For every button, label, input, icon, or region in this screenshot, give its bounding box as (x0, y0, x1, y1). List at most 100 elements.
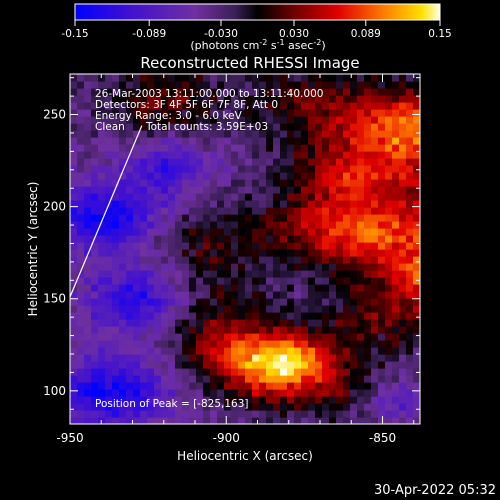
heatmap-cell (84, 354, 92, 362)
heatmap-cell (301, 242, 309, 250)
heatmap-cell (378, 74, 386, 82)
heatmap-cell (350, 95, 358, 103)
heatmap-cell (210, 291, 218, 299)
heatmap-cell (203, 263, 211, 271)
heatmap-cell (301, 235, 309, 243)
heatmap-cell (357, 200, 365, 208)
heatmap-cell (119, 158, 127, 166)
heatmap-cell (77, 242, 85, 250)
heatmap-cell (392, 144, 400, 152)
heatmap-cell (189, 403, 197, 411)
heatmap-cell (336, 151, 344, 159)
heatmap-cell (119, 382, 127, 390)
heatmap-cell (126, 256, 134, 264)
heatmap-cell (413, 396, 420, 404)
heatmap-cell (147, 347, 155, 355)
heatmap-cell (161, 312, 169, 320)
heatmap-cell (91, 417, 99, 424)
heatmap-cell (245, 228, 253, 236)
heatmap-cell (322, 200, 330, 208)
heatmap-cell (238, 158, 246, 166)
heatmap-cell (224, 172, 232, 180)
heatmap-cell (280, 417, 288, 424)
heatmap-cell (329, 144, 337, 152)
heatmap-cell (378, 102, 386, 110)
heatmap-cell (308, 165, 316, 173)
heatmap-cell (273, 403, 281, 411)
heatmap-cell (301, 130, 309, 138)
y-tick-label: 200 (43, 200, 66, 214)
heatmap-cell (210, 333, 218, 341)
heatmap-cell (168, 256, 176, 264)
heatmap-cell (322, 242, 330, 250)
heatmap-cell (105, 74, 113, 82)
heatmap-cell (77, 200, 85, 208)
heatmap-cell (238, 186, 246, 194)
heatmap-cell (315, 130, 323, 138)
heatmap-cell (294, 74, 302, 82)
heatmap-cell (217, 95, 225, 103)
heatmap-cell (371, 368, 379, 376)
heatmap-cell (280, 193, 288, 201)
heatmap-cell (259, 403, 267, 411)
heatmap-cell (329, 102, 337, 110)
heatmap-cell (266, 270, 274, 278)
heatmap-cell (112, 116, 120, 124)
heatmap-cell (301, 116, 309, 124)
heatmap-cell (133, 340, 141, 348)
heatmap-cell (231, 312, 239, 320)
heatmap-cell (196, 179, 204, 187)
heatmap-cell (259, 200, 267, 208)
heatmap-cell (140, 95, 148, 103)
heatmap-cell (189, 319, 197, 327)
heatmap-cell (161, 403, 169, 411)
heatmap-cell (343, 305, 351, 313)
heatmap-cell (308, 396, 316, 404)
heatmap-cell (343, 333, 351, 341)
heatmap-cell (364, 417, 372, 424)
heatmap-cell (357, 340, 365, 348)
heatmap-cell (238, 319, 246, 327)
heatmap-cell (77, 221, 85, 229)
heatmap-cell (231, 221, 239, 229)
heatmap-cell (406, 312, 414, 320)
heatmap-cell (259, 291, 267, 299)
heatmap-cell (343, 116, 351, 124)
heatmap-cell (385, 361, 393, 369)
heatmap-cell (399, 298, 407, 306)
heatmap-cell (189, 396, 197, 404)
heatmap-cell (329, 382, 337, 390)
heatmap-cell (133, 347, 141, 355)
heatmap-cell (238, 179, 246, 187)
heatmap-cell (147, 193, 155, 201)
heatmap-cell (161, 375, 169, 383)
heatmap-cell (105, 333, 113, 341)
heatmap-cell (147, 109, 155, 117)
heatmap-cell (98, 256, 106, 264)
heatmap-cell (245, 95, 253, 103)
heatmap-cell (308, 284, 316, 292)
heatmap-cell (343, 382, 351, 390)
heatmap-cell (392, 319, 400, 327)
heatmap-cell (175, 326, 183, 334)
heatmap-cell (315, 361, 323, 369)
heatmap-cell (231, 410, 239, 418)
heatmap-cell (161, 340, 169, 348)
heatmap-cell (98, 277, 106, 285)
heatmap-cell (112, 410, 120, 418)
heatmap-cell (210, 403, 218, 411)
heatmap-cell (336, 368, 344, 376)
heatmap-cell (126, 179, 134, 187)
heatmap-cell (364, 74, 372, 82)
heatmap-cell (189, 270, 197, 278)
heatmap-cell (266, 410, 274, 418)
heatmap-cell (105, 389, 113, 397)
heatmap-cell (245, 207, 253, 215)
heatmap-cell (147, 172, 155, 180)
heatmap-cell (154, 242, 162, 250)
heatmap-cell (322, 186, 330, 194)
heatmap-cell (259, 88, 267, 96)
heatmap-cell (224, 88, 232, 96)
heatmap-cell (154, 326, 162, 334)
heatmap-cell (266, 389, 274, 397)
